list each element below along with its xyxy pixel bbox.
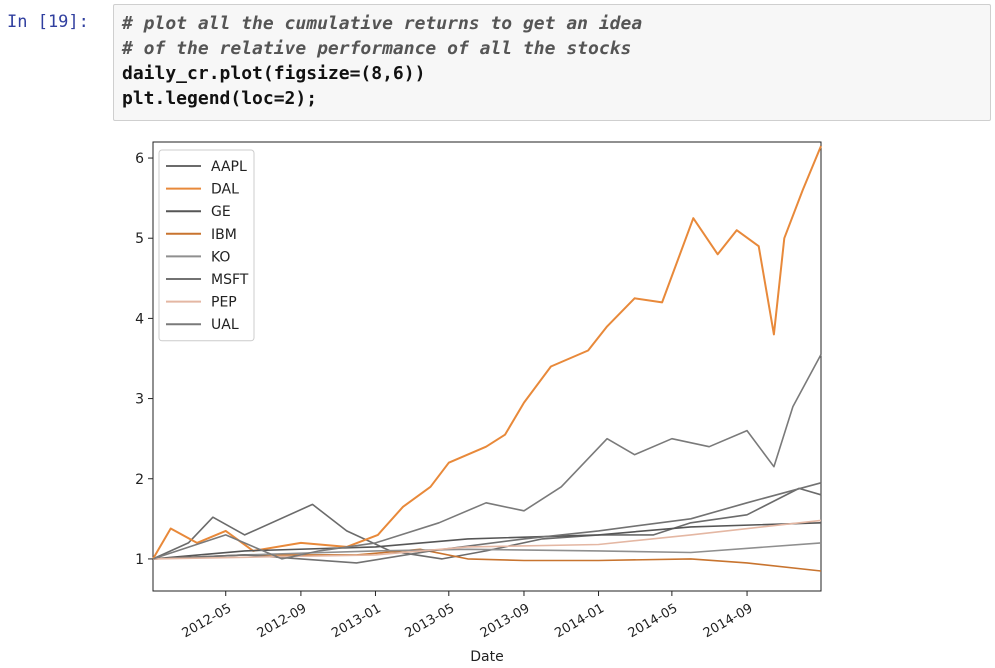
legend-label: GE xyxy=(211,204,231,220)
legend-label: AAPL xyxy=(211,159,247,175)
series-line-msft xyxy=(152,482,822,564)
series-line-dal xyxy=(152,145,822,560)
legend-label: PEP xyxy=(211,295,237,311)
x-axis-label: Date xyxy=(470,649,503,665)
legend-label: UAL xyxy=(211,317,239,333)
x-tick-label: 2013-05 xyxy=(403,601,458,641)
code-line: daily_cr.plot(figsize=(8,6)) xyxy=(122,63,426,84)
legend-label: DAL xyxy=(211,182,239,198)
legend-box xyxy=(158,149,255,342)
y-tick-label: 4 xyxy=(135,311,144,327)
y-tick-label: 6 xyxy=(135,151,144,167)
x-tick-label: 2013-01 xyxy=(329,601,384,641)
y-tick-label: 2 xyxy=(135,472,144,488)
cell-prompt: In [19]: xyxy=(7,12,89,32)
code-input[interactable]: # plot all the cumulative returns to get… xyxy=(113,4,991,121)
x-tick-label: 2014-05 xyxy=(626,601,681,641)
code-line: plt.legend(loc=2); xyxy=(122,88,318,109)
x-tick-label: 2014-09 xyxy=(701,601,756,641)
y-tick-label: 3 xyxy=(135,392,144,408)
series-line-pep xyxy=(152,519,822,560)
legend-label: IBM xyxy=(211,227,237,243)
x-tick-label: 2013-09 xyxy=(478,601,533,641)
code-line: # of the relative performance of all the… xyxy=(122,38,632,59)
legend-label: KO xyxy=(211,249,230,265)
series-line-ual xyxy=(152,354,822,560)
legend-label: MSFT xyxy=(211,272,249,288)
series-line-aapl xyxy=(152,487,822,560)
y-tick-label: 5 xyxy=(135,231,144,247)
x-tick-label: 2012-09 xyxy=(255,601,310,641)
x-tick-label: 2014-01 xyxy=(552,601,607,641)
y-tick-label: 1 xyxy=(135,552,144,568)
x-tick-label: 2012-05 xyxy=(180,601,235,641)
code-line: # plot all the cumulative returns to get… xyxy=(122,13,643,34)
series-line-ge xyxy=(152,522,822,560)
series-line-ibm xyxy=(152,548,822,572)
plot-frame xyxy=(152,141,822,592)
